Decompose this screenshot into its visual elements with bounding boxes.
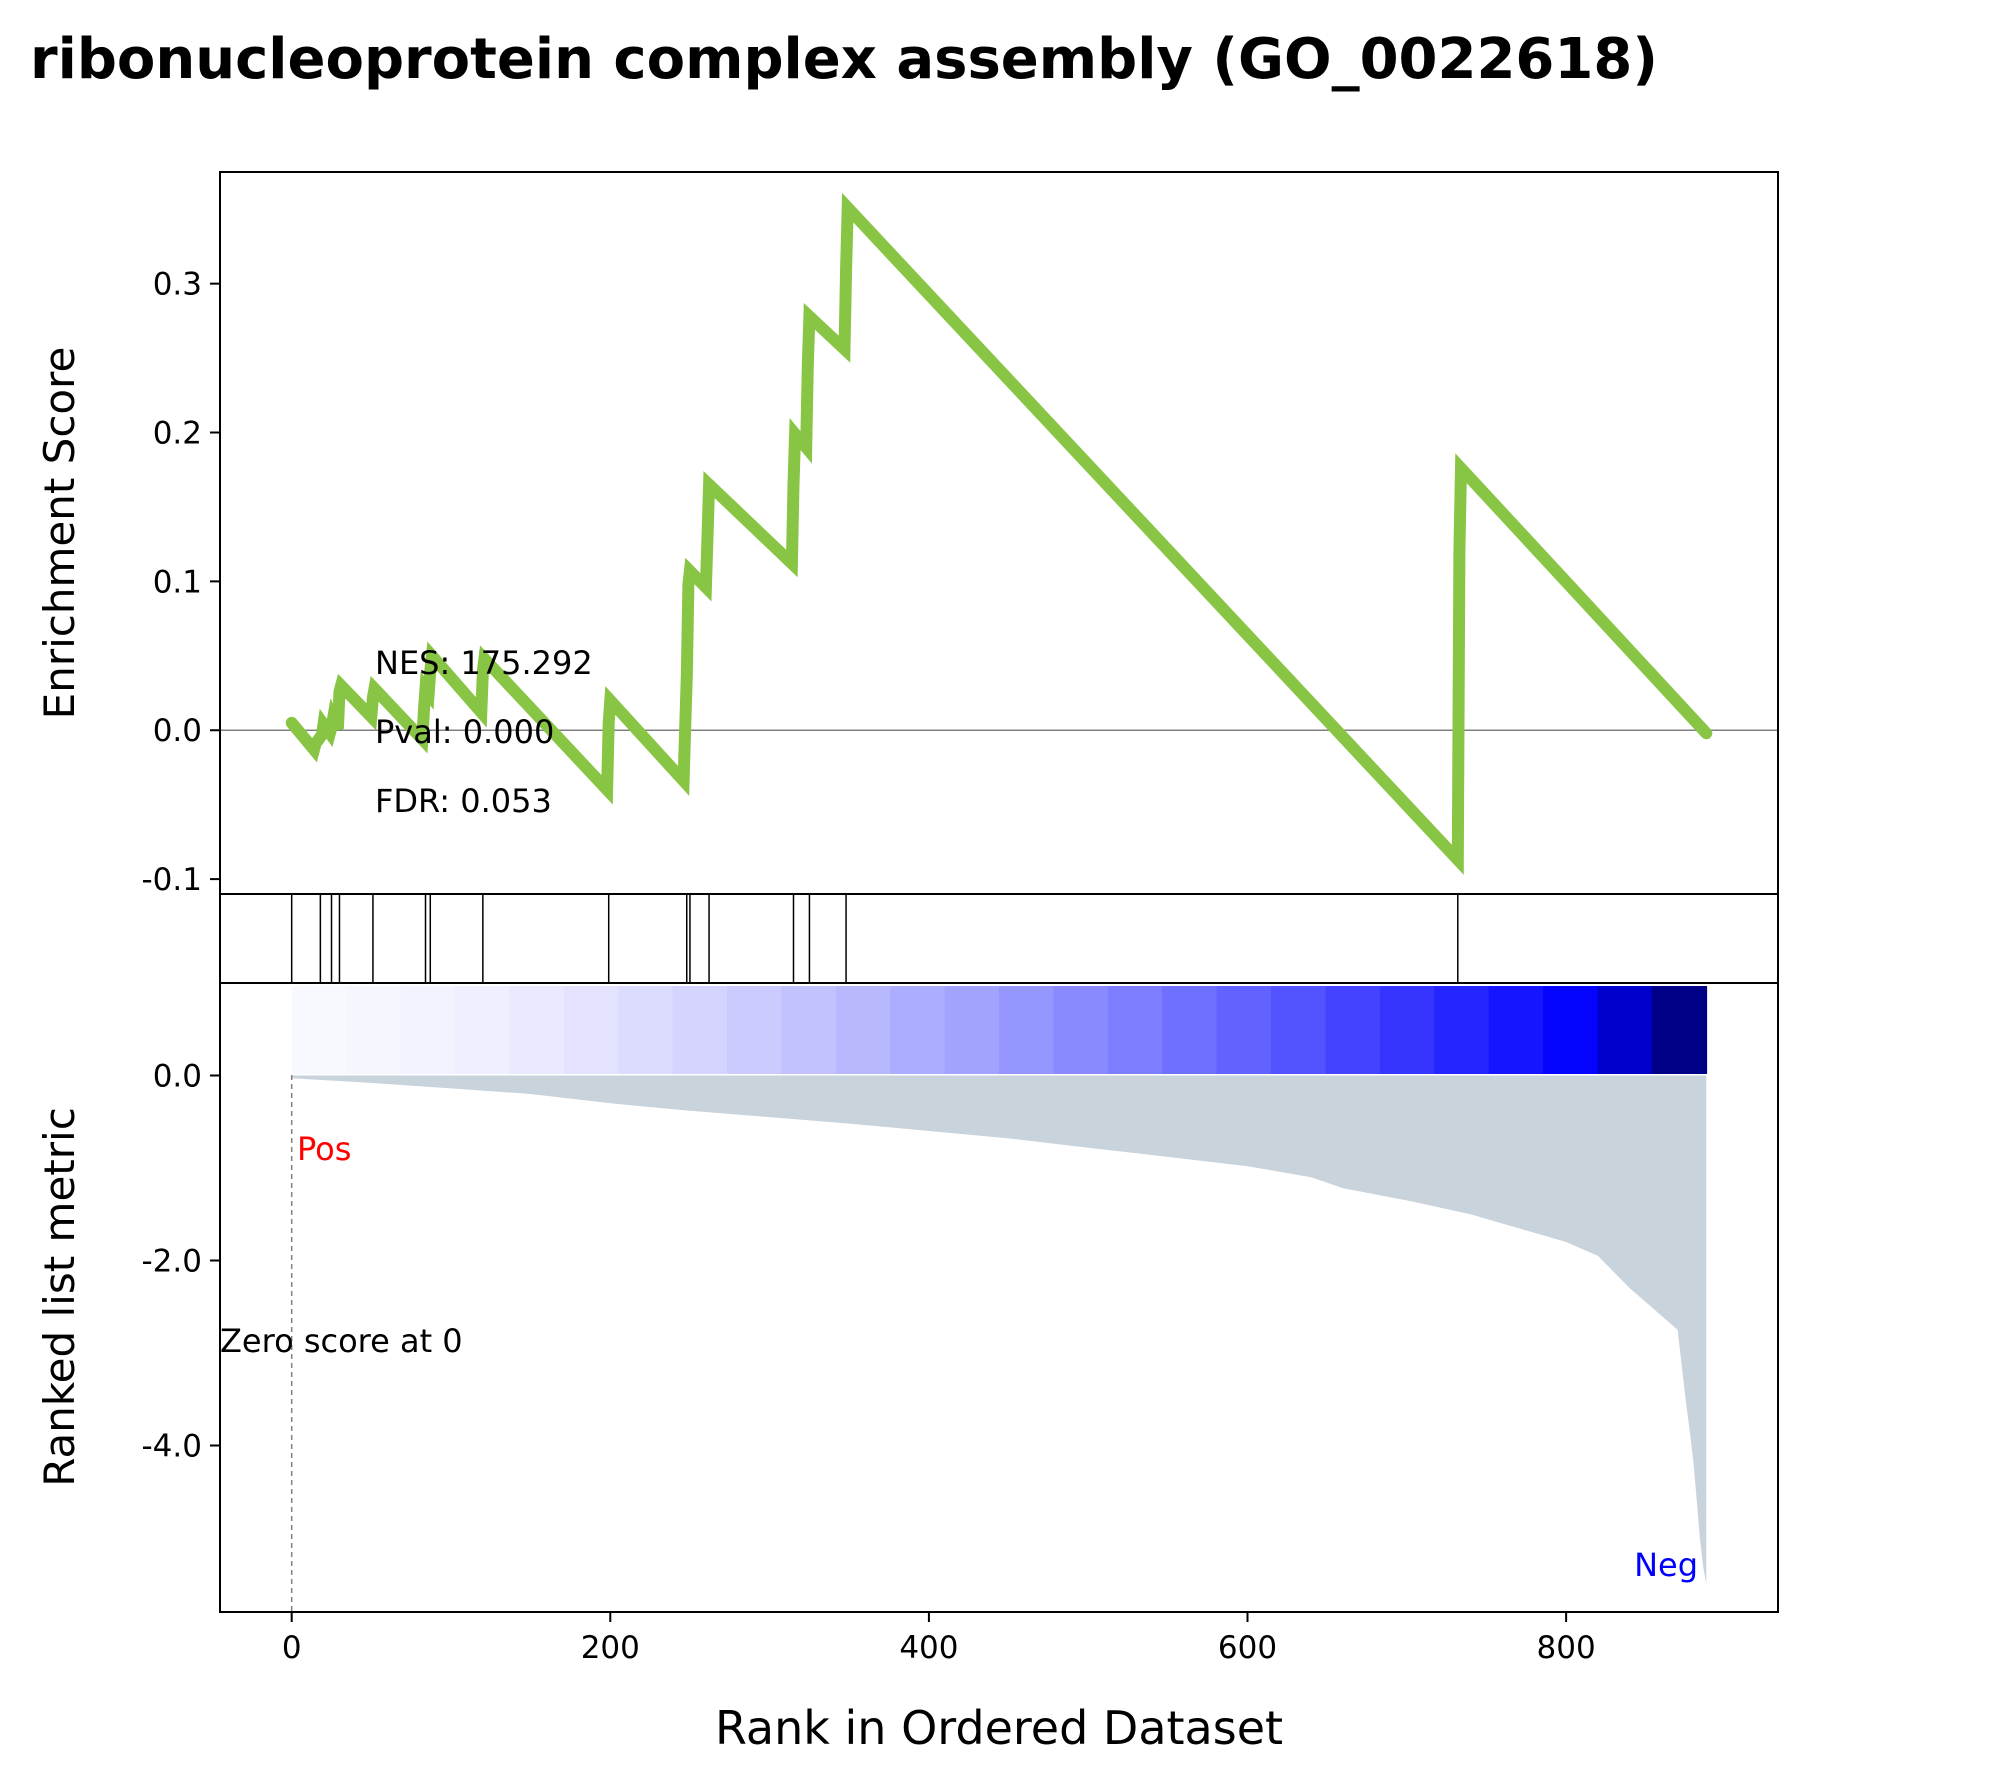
metric-xlabel: Rank in Ordered Dataset	[715, 1701, 1283, 1755]
metric-xtick-label: 400	[899, 1630, 958, 1666]
heatmap-segment	[400, 986, 456, 1074]
metric-ylabel: Ranked list metric	[35, 1107, 84, 1487]
chart-title: ribonucleoprotein complex assembly (GO_0…	[30, 27, 1658, 92]
metric-ytick-label: -4.0	[142, 1429, 203, 1465]
zero-score-label: Zero score at 0	[220, 1322, 463, 1360]
heatmap-segment	[1053, 986, 1109, 1074]
metric-ytick-label: -2.0	[142, 1244, 203, 1280]
metric-xtick-label: 0	[282, 1630, 302, 1666]
metric-xtick-label: 600	[1218, 1630, 1277, 1666]
heatmap-segment	[1107, 986, 1163, 1074]
metric-xtick-label: 800	[1537, 1630, 1596, 1666]
heatmap-segment	[509, 986, 565, 1074]
heatmap-segment	[1325, 986, 1381, 1074]
es-layer	[220, 192, 1778, 875]
heatmap-segment	[1543, 986, 1599, 1074]
metric-axes-frame	[219, 982, 1779, 1613]
heat-layer	[291, 986, 1708, 1074]
heatmap-segment	[1488, 986, 1544, 1074]
es-yticks: 0.3 0.2 0.1 0.0 -0.1	[142, 267, 220, 898]
heatmap-segment	[1379, 986, 1436, 1074]
enrichment-ylabel: Enrichment Score	[35, 347, 84, 720]
heatmap-segment	[618, 986, 674, 1074]
es-ytick-label: 0.2	[153, 416, 202, 452]
heatmap-segment	[727, 986, 783, 1074]
es-ytick-label: 0.0	[153, 713, 202, 749]
metric-ytick-label: 0.0	[153, 1059, 202, 1095]
heatmap-segment	[1434, 986, 1490, 1074]
neg-label: Neg	[1634, 1546, 1698, 1584]
heatmap-segment	[454, 986, 511, 1074]
hits-panel	[219, 893, 1779, 984]
heatmap-segment	[1162, 986, 1218, 1074]
es-ytick-label: -0.1	[142, 862, 203, 898]
pval-annotation: Pval: 0.000	[375, 713, 554, 751]
heatmap-segment	[1271, 986, 1327, 1074]
heatmap-segment	[672, 986, 728, 1074]
heatmap-segment	[781, 986, 837, 1074]
metric-layer	[290, 1075, 1707, 1612]
heatmap-segment	[291, 986, 347, 1074]
enrichment-panel: 0.3 0.2 0.1 0.0 -0.1 Enrichment Score NES: 1…	[35, 171, 1779, 898]
heatmap-segment	[890, 986, 946, 1074]
heatmap-segment	[835, 986, 891, 1074]
fdr-annotation: FDR: 0.053	[375, 782, 552, 820]
enrichment-score-line	[285, 192, 1713, 875]
heatmap-segment	[346, 986, 402, 1074]
pos-label: Pos	[297, 1130, 351, 1168]
heatmap-segment	[999, 986, 1055, 1074]
ranked-metric-area	[291, 1075, 1707, 1585]
es-ytick-label: 0.3	[153, 267, 202, 303]
heatmap-segment	[1651, 986, 1708, 1074]
hits-layer	[290, 894, 1459, 983]
metric-xtick-label: 200	[581, 1630, 640, 1666]
es-ytick-label: 0.1	[153, 564, 202, 600]
metric-yticks: 0.0 -2.0 -4.0	[142, 1059, 220, 1465]
heatmap-segment	[1216, 986, 1272, 1074]
metric-panel: 0.0 -2.0 -4.0 0 200 400 600 800 Ranked list me…	[35, 982, 1779, 1755]
hits-axes-frame	[219, 893, 1779, 984]
heatmap-segment	[1597, 986, 1653, 1074]
heatmap-segment	[563, 986, 619, 1074]
nes-annotation: NES: 175.292	[375, 644, 593, 682]
metric-xticks: 0 200 400 600 800	[282, 1612, 1596, 1666]
heatmap-segment	[944, 986, 1000, 1074]
